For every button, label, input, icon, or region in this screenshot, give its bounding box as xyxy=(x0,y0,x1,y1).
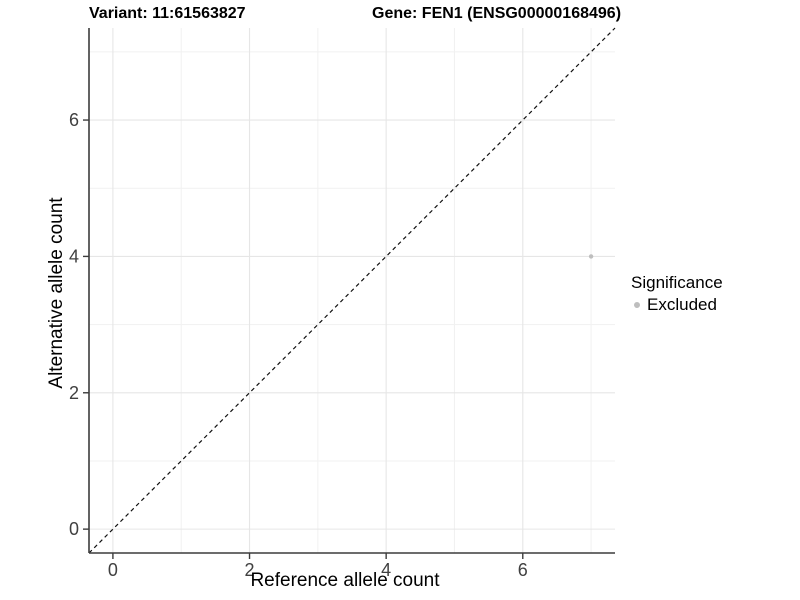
identity-line xyxy=(88,27,616,554)
legend-title: Significance xyxy=(631,273,723,292)
data-point xyxy=(588,254,594,259)
x-tick-label: 0 xyxy=(108,560,118,580)
y-tick-label: 6 xyxy=(69,110,79,130)
variant-title: Variant: 11:61563827 xyxy=(89,5,246,22)
x-tick-label: 4 xyxy=(381,560,391,580)
y-tick-label: 2 xyxy=(69,383,79,403)
gene-title: Gene: FEN1 (ENSG00000168496) xyxy=(372,5,622,22)
y-tick-label: 4 xyxy=(69,246,79,266)
legend-entries: Excluded xyxy=(631,295,723,315)
y-axis-title: Alternative allele count xyxy=(46,197,67,389)
legend-key-dot-icon xyxy=(634,302,640,308)
x-tick-label: 6 xyxy=(518,560,528,580)
x-axis-title: Reference allele count xyxy=(250,570,440,591)
legend-entry: Excluded xyxy=(631,295,723,315)
x-tick-label: 2 xyxy=(245,560,255,580)
legend: Significance Excluded xyxy=(631,273,723,315)
legend-entry-label: Excluded xyxy=(647,295,717,314)
y-tick-label: 0 xyxy=(69,519,79,539)
